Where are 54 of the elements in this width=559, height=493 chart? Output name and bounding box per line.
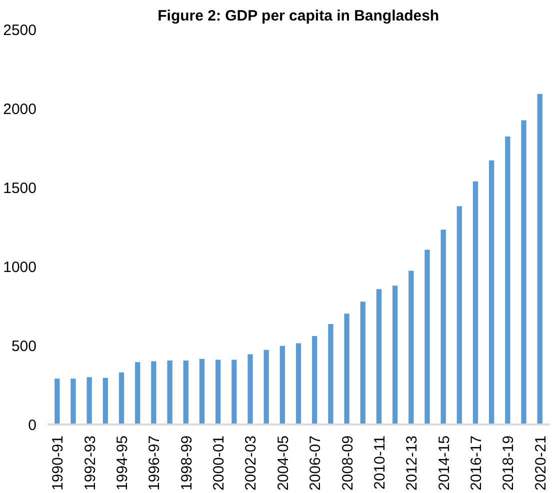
bar bbox=[424, 250, 430, 424]
bar bbox=[280, 346, 285, 424]
x-tick-label: 2000-01 bbox=[210, 435, 228, 491]
bar bbox=[118, 372, 124, 424]
x-tick-label: 2008-09 bbox=[339, 435, 356, 491]
bar bbox=[232, 360, 237, 424]
bar bbox=[102, 378, 108, 424]
x-tick-label: 1994-95 bbox=[114, 435, 132, 491]
bar bbox=[344, 314, 350, 424]
x-tick-label: 2014-15 bbox=[436, 435, 453, 491]
bar bbox=[376, 289, 382, 424]
x-tick-label: 2006-07 bbox=[307, 435, 324, 491]
x-tick-label: 1998-99 bbox=[178, 435, 196, 491]
x-tick-label: 2004-05 bbox=[274, 435, 292, 491]
bar bbox=[296, 343, 302, 424]
y-tick-label: 500 bbox=[11, 338, 37, 355]
bar bbox=[537, 94, 542, 424]
y-tick-label: 1500 bbox=[3, 180, 37, 197]
bar bbox=[86, 377, 92, 424]
bar bbox=[521, 120, 526, 424]
x-tick-label: 1996-97 bbox=[146, 435, 164, 491]
bar bbox=[264, 350, 269, 424]
bar bbox=[199, 358, 205, 424]
y-tick-label: 2500 bbox=[3, 22, 37, 39]
bar bbox=[489, 160, 494, 424]
x-tick-label: 2016-17 bbox=[468, 435, 485, 491]
bar bbox=[472, 181, 478, 424]
bar bbox=[183, 360, 188, 424]
x-tick-label: 2020-21 bbox=[532, 435, 550, 491]
bar bbox=[360, 302, 366, 424]
x-tick-label: 1990-91 bbox=[50, 435, 67, 491]
bar bbox=[456, 206, 462, 424]
y-tick-label: 0 bbox=[28, 417, 36, 434]
x-tick-label: 1992-93 bbox=[82, 435, 99, 491]
bar bbox=[392, 286, 398, 424]
y-tick-label: 1000 bbox=[3, 259, 37, 276]
x-tick-label: 2012-13 bbox=[404, 435, 421, 491]
x-tick-label: 2010-11 bbox=[371, 436, 388, 490]
bar bbox=[54, 378, 60, 424]
x-tick-label: 2018-19 bbox=[500, 435, 518, 491]
bar bbox=[408, 270, 414, 424]
bar bbox=[70, 378, 76, 424]
y-tick-label: 2000 bbox=[3, 101, 37, 118]
bar bbox=[215, 360, 221, 424]
bar bbox=[505, 136, 510, 424]
bar bbox=[440, 230, 446, 424]
chart-title: Figure 2: GDP per capita in Bangladesh bbox=[158, 8, 440, 24]
bar bbox=[312, 336, 318, 424]
x-tick-label: 2002-03 bbox=[242, 435, 260, 491]
bar bbox=[151, 361, 156, 424]
bar bbox=[248, 354, 253, 424]
bar bbox=[167, 360, 172, 424]
bar bbox=[328, 324, 334, 424]
bar bbox=[135, 362, 140, 424]
